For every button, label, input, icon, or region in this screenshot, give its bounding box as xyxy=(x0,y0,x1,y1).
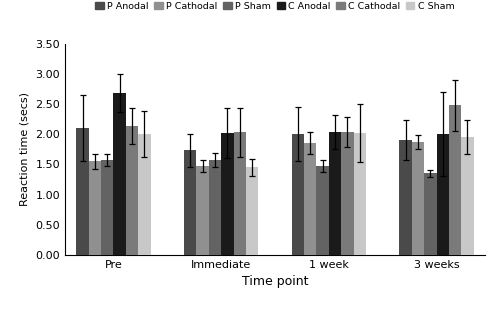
Bar xyxy=(400,140,412,255)
Bar xyxy=(196,166,209,255)
Bar xyxy=(234,132,246,255)
Bar xyxy=(354,133,366,255)
Bar xyxy=(126,126,138,255)
Bar xyxy=(292,134,304,255)
X-axis label: Time point: Time point xyxy=(242,276,308,288)
Bar xyxy=(184,151,196,255)
Bar xyxy=(449,105,462,255)
Bar xyxy=(436,134,449,255)
Bar xyxy=(101,160,114,255)
Y-axis label: Reaction time (secs): Reaction time (secs) xyxy=(20,92,30,206)
Bar xyxy=(138,133,150,255)
Bar xyxy=(246,167,258,255)
Bar xyxy=(304,143,316,255)
Bar xyxy=(114,93,126,255)
Bar xyxy=(341,132,353,255)
Bar xyxy=(424,174,436,255)
Bar xyxy=(412,142,424,255)
Bar xyxy=(209,160,221,255)
Bar xyxy=(221,133,234,255)
Bar xyxy=(76,128,88,255)
Bar xyxy=(329,132,341,255)
Bar xyxy=(462,137,473,255)
Bar xyxy=(316,165,329,255)
Bar xyxy=(88,161,101,255)
Legend: P Anodal, P Cathodal, P Sham, C Anodal, C Cathodal, C Sham: P Anodal, P Cathodal, P Sham, C Anodal, … xyxy=(96,2,454,11)
